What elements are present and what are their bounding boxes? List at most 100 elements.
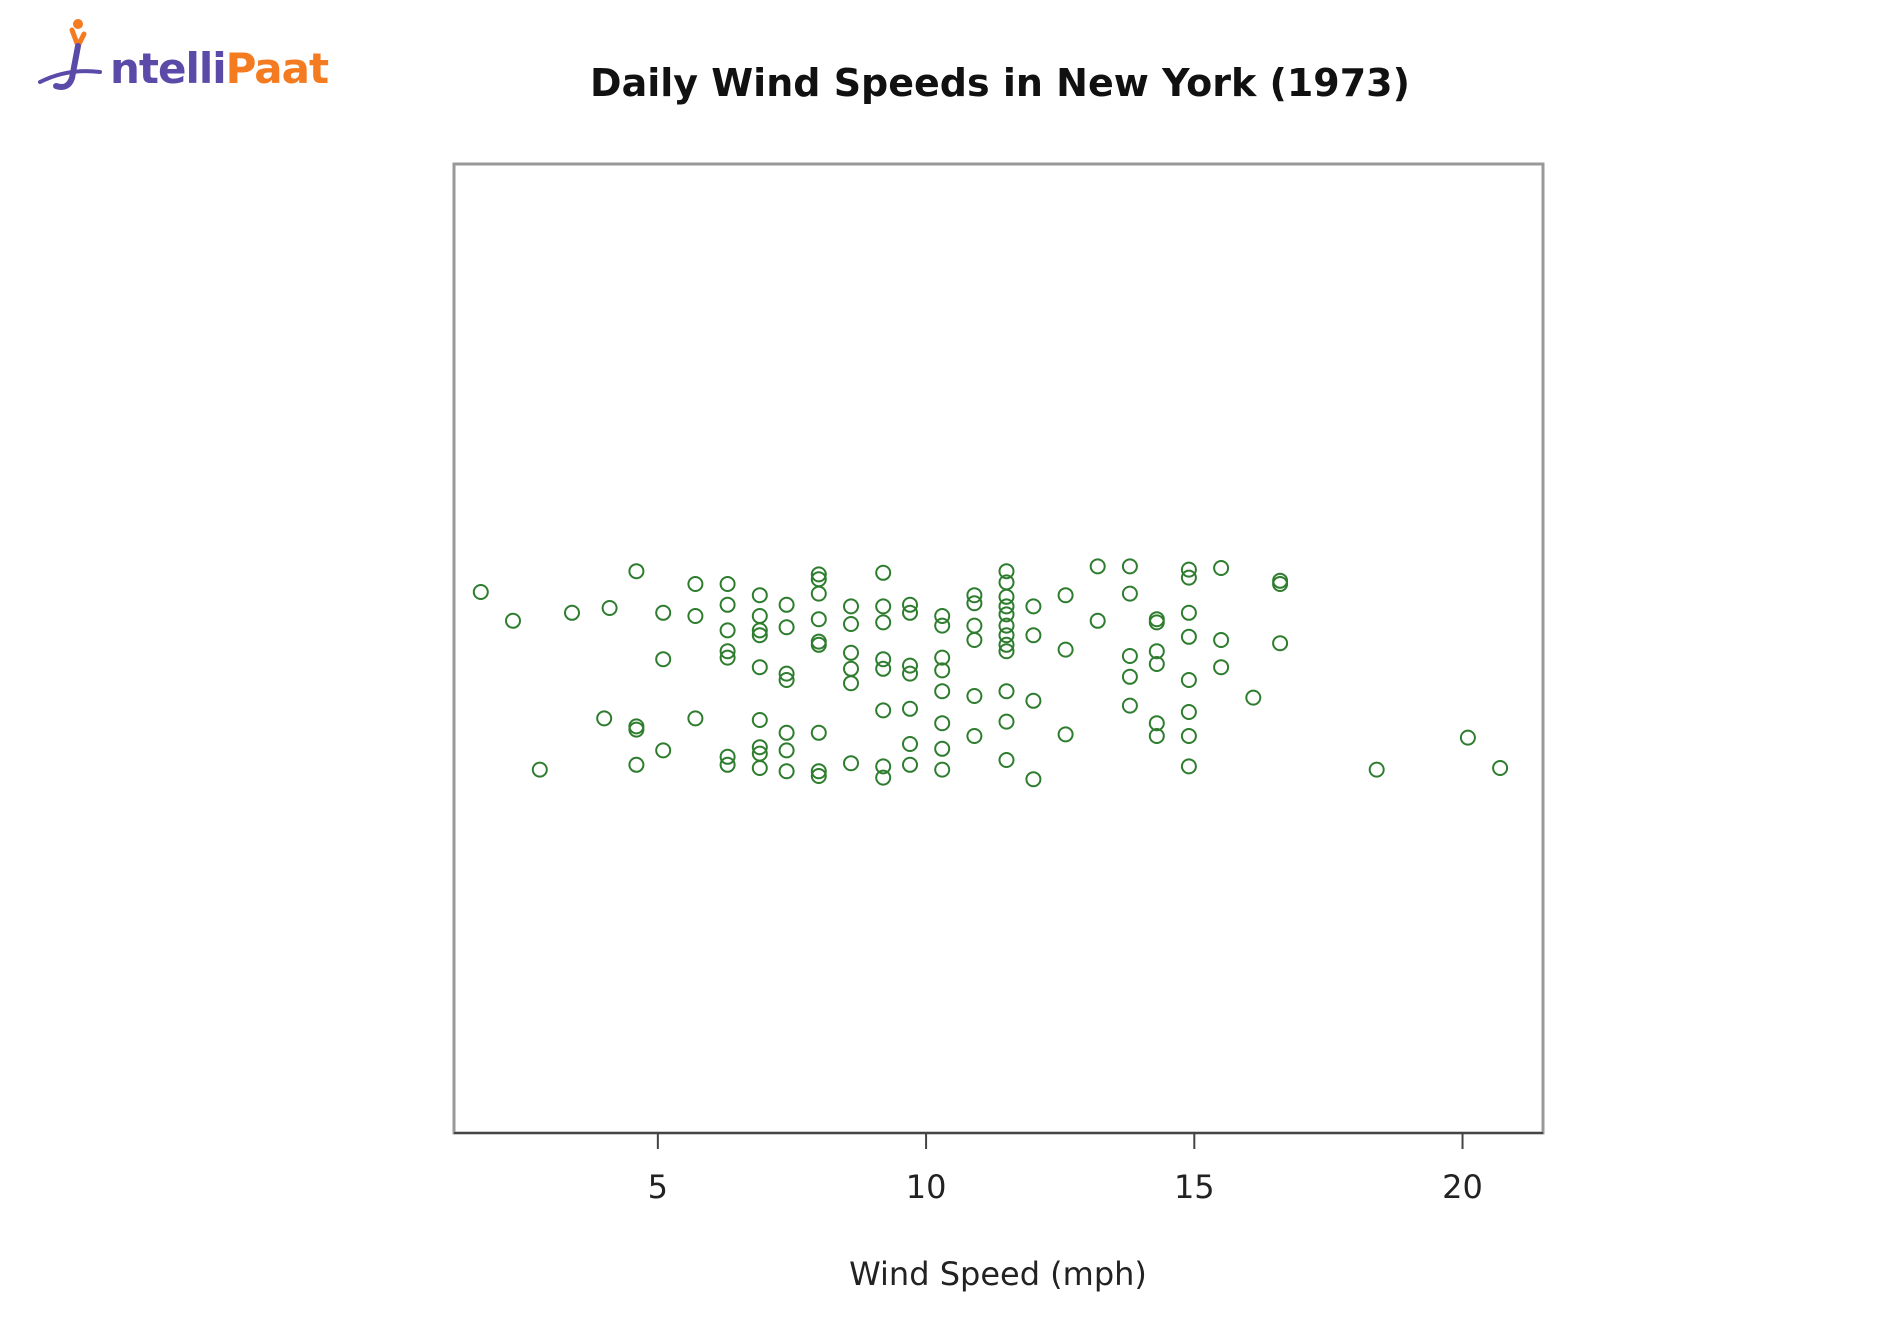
data-point xyxy=(1214,561,1228,575)
data-point xyxy=(903,737,917,751)
data-point xyxy=(1059,643,1073,657)
data-point xyxy=(1026,772,1040,786)
data-point xyxy=(844,599,858,613)
data-point xyxy=(629,719,643,733)
data-point xyxy=(1000,684,1014,698)
data-point xyxy=(1123,649,1137,663)
x-tick-label: 10 xyxy=(906,1168,947,1206)
chart-title: Daily Wind Speeds in New York (1973) xyxy=(590,61,1410,105)
data-point xyxy=(753,761,767,775)
data-point xyxy=(967,633,981,647)
data-point xyxy=(1273,577,1287,591)
data-point xyxy=(780,726,794,740)
data-point xyxy=(844,617,858,631)
data-point xyxy=(721,577,735,591)
data-point xyxy=(1182,630,1196,644)
data-point xyxy=(597,711,611,725)
data-point xyxy=(1123,670,1137,684)
data-point xyxy=(844,676,858,690)
data-point xyxy=(876,615,890,629)
data-point xyxy=(780,764,794,778)
data-point xyxy=(721,598,735,612)
data-point xyxy=(876,703,890,717)
data-point xyxy=(1000,753,1014,767)
data-point xyxy=(603,601,617,615)
data-point xyxy=(935,716,949,730)
data-point xyxy=(1182,759,1196,773)
data-point xyxy=(1273,574,1287,588)
data-point xyxy=(1000,715,1014,729)
data-point xyxy=(812,612,826,626)
data-point xyxy=(1026,694,1040,708)
data-point xyxy=(1182,729,1196,743)
data-point xyxy=(780,598,794,612)
data-point xyxy=(812,638,826,652)
data-point xyxy=(721,623,735,637)
data-point xyxy=(688,609,702,623)
x-tick-label: 5 xyxy=(648,1168,668,1206)
data-point xyxy=(876,599,890,613)
data-point xyxy=(1059,727,1073,741)
data-point xyxy=(1273,636,1287,650)
data-point xyxy=(753,588,767,602)
data-point xyxy=(812,587,826,601)
data-point xyxy=(967,729,981,743)
data-point xyxy=(812,635,826,649)
data-point xyxy=(903,758,917,772)
data-point xyxy=(844,646,858,660)
data-point xyxy=(1123,559,1137,573)
data-point xyxy=(967,619,981,633)
data-point xyxy=(1246,691,1260,705)
data-point xyxy=(1123,587,1137,601)
data-point xyxy=(1091,559,1105,573)
data-point xyxy=(656,652,670,666)
data-point xyxy=(844,756,858,770)
data-point xyxy=(780,743,794,757)
data-point xyxy=(688,711,702,725)
data-point xyxy=(780,620,794,634)
data-point xyxy=(876,566,890,580)
data-point xyxy=(935,742,949,756)
data-point xyxy=(1182,606,1196,620)
data-point xyxy=(656,606,670,620)
data-point xyxy=(1182,673,1196,687)
data-point xyxy=(753,609,767,623)
data-point xyxy=(1091,614,1105,628)
data-point xyxy=(1150,615,1164,629)
data-point xyxy=(629,758,643,772)
data-point xyxy=(903,702,917,716)
data-point xyxy=(935,619,949,633)
data-point xyxy=(688,577,702,591)
data-points xyxy=(474,559,1507,786)
data-point xyxy=(812,726,826,740)
x-axis-label: Wind Speed (mph) xyxy=(849,1255,1147,1293)
data-point xyxy=(1026,628,1040,642)
data-point xyxy=(474,585,488,599)
x-axis-ticks: 5 10 15 20 xyxy=(648,1133,1483,1206)
data-point xyxy=(967,689,981,703)
data-point xyxy=(506,614,520,628)
data-point xyxy=(1370,763,1384,777)
data-point xyxy=(1123,699,1137,713)
data-point xyxy=(533,763,547,777)
x-tick-label: 20 xyxy=(1442,1168,1483,1206)
data-point xyxy=(629,723,643,737)
data-point xyxy=(656,743,670,757)
data-point xyxy=(753,713,767,727)
data-point xyxy=(1493,761,1507,775)
data-point xyxy=(935,684,949,698)
data-point xyxy=(1214,633,1228,647)
data-point xyxy=(876,662,890,676)
data-point xyxy=(1214,660,1228,674)
plot-frame xyxy=(454,164,1543,1133)
data-point xyxy=(935,763,949,777)
data-point xyxy=(1461,731,1475,745)
x-tick-label: 15 xyxy=(1174,1168,1215,1206)
data-point xyxy=(1182,705,1196,719)
data-point xyxy=(753,660,767,674)
data-point xyxy=(629,564,643,578)
data-point xyxy=(844,662,858,676)
data-point xyxy=(1026,599,1040,613)
data-point xyxy=(565,606,579,620)
